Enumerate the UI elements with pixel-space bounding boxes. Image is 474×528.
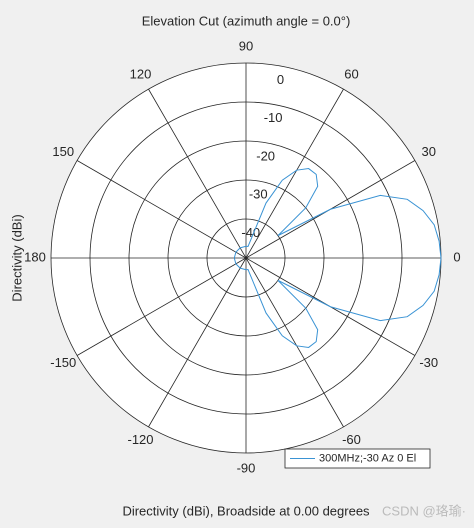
angle-tick-label: -120 [127,432,153,447]
angle-tick-label: 120 [130,67,152,82]
angle-tick-label: 180 [24,249,46,264]
angle-tick-label: -90 [237,460,256,475]
angle-tick-label: 60 [344,67,358,82]
r-tick-label: -40 [241,225,260,240]
bottom-label: Directivity (dBi), Broadside at 0.00 deg… [122,503,370,518]
angle-tick-label: -60 [342,432,361,447]
angle-tick-label: 150 [52,144,74,159]
angle-tick-label: 30 [421,144,435,159]
spoke [245,88,344,259]
r-tick-label: -30 [249,187,268,202]
r-tick-label: -10 [264,110,283,125]
watermark: CSDN @珞瑜· [382,503,466,518]
legend: 300MHz;-30 Az 0 El [284,448,431,469]
spoke [245,257,344,428]
angle-tick-label: -30 [419,355,438,370]
angle-tick-label: -150 [50,355,76,370]
r-axis-label: Directivity (dBi) [9,214,24,301]
r-tick-label: -20 [256,148,275,163]
spoke [148,257,247,428]
angle-tick-label: 90 [239,38,253,53]
spoke [148,88,247,259]
pattern-line [233,168,442,348]
r-tick-label: 0 [277,72,284,87]
angle-tick-label: 0 [453,249,460,264]
spoke [76,160,247,259]
legend-label: 300MHz;-30 Az 0 El [319,452,416,464]
spoke [76,257,247,356]
legend-box [284,448,431,469]
chart-title: Elevation Cut (azimuth angle = 0.0°) [142,13,351,28]
